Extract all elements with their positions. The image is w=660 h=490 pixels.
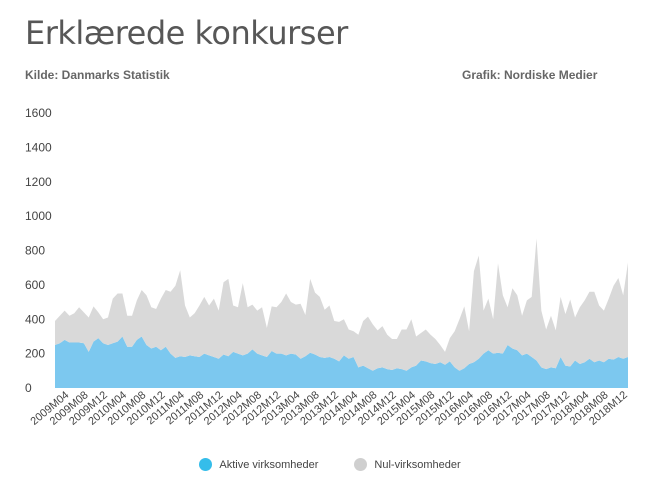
y-tick-label: 1400 <box>25 140 52 154</box>
legend-swatch-nul <box>354 458 368 471</box>
y-tick-label: 800 <box>25 244 45 258</box>
y-tick-label: 1600 <box>25 106 52 120</box>
series-area-aktive <box>55 336 628 388</box>
series-area-nul <box>55 238 628 371</box>
legend-swatch-aktive <box>199 458 213 471</box>
page-title: Erklærede konkurser <box>25 14 348 52</box>
credit-label: Grafik: Nordiske Medier <box>462 68 598 82</box>
legend: Aktive virksomheder Nul-virksomheder <box>0 458 660 471</box>
source-label: Kilde: Danmarks Statistik <box>25 68 170 82</box>
legend-item-nul[interactable]: Nul-virksomheder <box>354 458 461 471</box>
y-tick-label: 0 <box>25 381 32 395</box>
y-tick-label: 400 <box>25 312 45 326</box>
y-tick-label: 200 <box>25 347 45 361</box>
legend-label-nul: Nul-virksomheder <box>374 458 461 471</box>
y-tick-label: 1000 <box>25 209 52 223</box>
y-tick-label: 600 <box>25 278 45 292</box>
legend-label-aktive: Aktive virksomheder <box>219 458 319 471</box>
legend-item-aktive[interactable]: Aktive virksomheder <box>199 458 318 471</box>
y-tick-label: 1200 <box>25 175 52 189</box>
